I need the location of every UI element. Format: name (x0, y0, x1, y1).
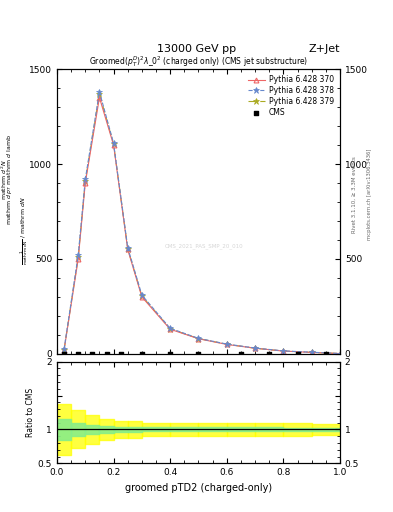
Pythia 6.428 378 (253, 345, 257, 351)
CMS (139, 350, 145, 358)
CMS (238, 350, 244, 358)
Pythia 6.428 370 (281, 348, 286, 354)
Pythia 6.428 378 (140, 292, 144, 298)
Pythia 6.428 370 (111, 142, 116, 148)
Pythia 6.428 370 (83, 180, 88, 186)
Pythia 6.428 370 (140, 294, 144, 300)
Pythia 6.428 379 (97, 91, 102, 97)
Pythia 6.428 379 (281, 348, 286, 354)
CMS (323, 350, 329, 358)
Pythia 6.428 378 (281, 348, 286, 354)
Pythia 6.428 370 (97, 95, 102, 101)
Pythia 6.428 378 (196, 335, 201, 342)
CMS (61, 350, 67, 358)
Pythia 6.428 378 (168, 325, 173, 331)
Pythia 6.428 370 (196, 336, 201, 342)
Pythia 6.428 379 (125, 245, 130, 251)
Pythia 6.428 370 (309, 349, 314, 355)
Pythia 6.428 378 (125, 245, 130, 251)
Text: Z+Jet: Z+Jet (309, 44, 340, 54)
Pythia 6.428 379 (76, 254, 81, 260)
Pythia 6.428 379 (224, 341, 229, 347)
Pythia 6.428 378 (309, 349, 314, 355)
Pythia 6.428 378 (224, 341, 229, 347)
Pythia 6.428 370 (76, 256, 81, 262)
Text: mathrm $d^2N$: mathrm $d^2N$ (0, 159, 9, 200)
Pythia 6.428 370 (125, 246, 130, 252)
Pythia 6.428 379 (338, 351, 342, 357)
Pythia 6.428 379 (62, 347, 66, 353)
CMS (89, 350, 95, 358)
CMS (103, 350, 110, 358)
Line: Pythia 6.428 379: Pythia 6.428 379 (61, 91, 343, 357)
Text: mathrm $d\,p_T$ mathrm $d$ lamb: mathrm $d\,p_T$ mathrm $d$ lamb (6, 134, 14, 225)
Pythia 6.428 379 (196, 335, 201, 342)
Pythia 6.428 378 (76, 252, 81, 258)
Pythia 6.428 378 (97, 89, 102, 95)
Pythia 6.428 379 (168, 326, 173, 332)
Pythia 6.428 378 (62, 346, 66, 352)
Pythia 6.428 379 (83, 178, 88, 184)
Y-axis label: Ratio to CMS: Ratio to CMS (26, 388, 35, 437)
CMS (167, 350, 173, 358)
Text: Rivet 3.1.10, ≥ 3.3M events: Rivet 3.1.10, ≥ 3.3M events (352, 156, 357, 233)
CMS (266, 350, 272, 358)
CMS (75, 350, 81, 358)
Text: 13000 GeV pp: 13000 GeV pp (157, 44, 236, 54)
Text: $\frac{1}{\rm{mathrm}\,dN}$ / mathrm $d N$: $\frac{1}{\rm{mathrm}\,dN}$ / mathrm $d … (18, 196, 29, 265)
Text: mcplots.cern.ch [arXiv:1306.3436]: mcplots.cern.ch [arXiv:1306.3436] (367, 149, 373, 240)
CMS (294, 350, 301, 358)
X-axis label: groomed pTD2 (charged-only): groomed pTD2 (charged-only) (125, 483, 272, 493)
Text: CMS_2021_PAS_SMP_20_010: CMS_2021_PAS_SMP_20_010 (165, 243, 243, 248)
CMS (118, 350, 124, 358)
Pythia 6.428 370 (224, 342, 229, 348)
Pythia 6.428 379 (253, 345, 257, 351)
Pythia 6.428 379 (111, 141, 116, 147)
Pythia 6.428 370 (62, 347, 66, 353)
Title: Groomed$(p_T^D)^2\lambda\_0^2$ (charged only) (CMS jet substructure): Groomed$(p_T^D)^2\lambda\_0^2$ (charged … (89, 54, 308, 69)
Pythia 6.428 379 (309, 349, 314, 355)
Pythia 6.428 370 (338, 351, 342, 357)
Line: Pythia 6.428 370: Pythia 6.428 370 (62, 95, 342, 356)
Legend: Pythia 6.428 370, Pythia 6.428 378, Pythia 6.428 379, CMS: Pythia 6.428 370, Pythia 6.428 378, Pyth… (246, 73, 336, 119)
Pythia 6.428 378 (338, 351, 342, 357)
Line: Pythia 6.428 378: Pythia 6.428 378 (61, 89, 343, 357)
Pythia 6.428 379 (140, 293, 144, 299)
CMS (195, 350, 202, 358)
Pythia 6.428 370 (168, 326, 173, 332)
Pythia 6.428 370 (253, 345, 257, 351)
Pythia 6.428 378 (111, 140, 116, 146)
Pythia 6.428 378 (83, 176, 88, 182)
